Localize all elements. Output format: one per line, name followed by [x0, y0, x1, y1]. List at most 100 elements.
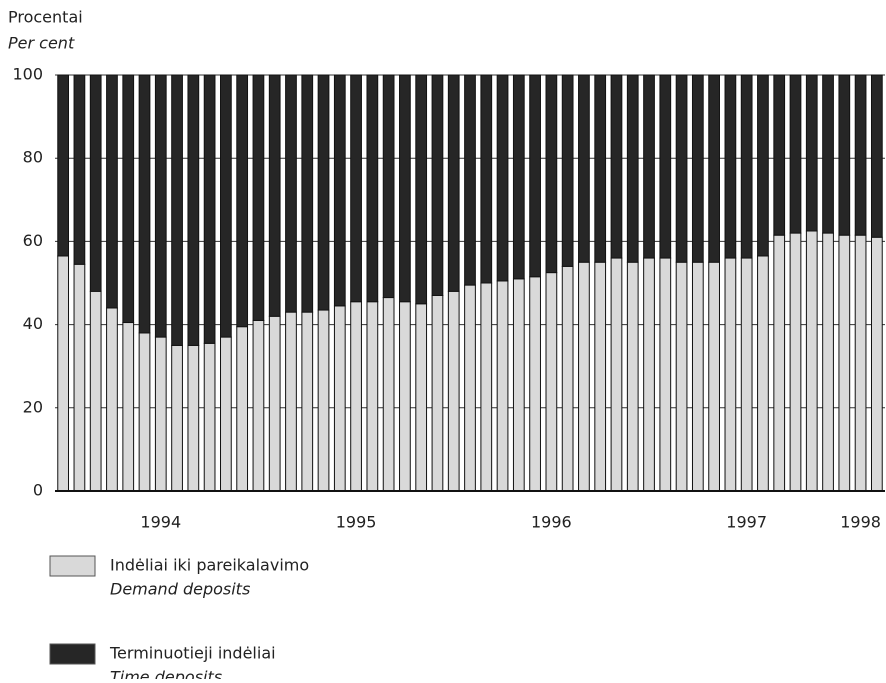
bar-segment [594, 261, 607, 492]
bar-segment [496, 280, 509, 492]
bar-segment [773, 234, 786, 492]
bar-segment [789, 232, 802, 492]
y-axis-label: Procentai [8, 8, 83, 27]
bar-segment [399, 301, 411, 492]
bar-segment [431, 294, 444, 492]
bar-segment [301, 311, 314, 492]
bar-segment [106, 74, 118, 309]
bar-segment [854, 74, 867, 236]
bar-segment [464, 284, 476, 492]
bar-segment [57, 255, 70, 492]
bar-segment [854, 234, 867, 492]
bar-segment [122, 74, 135, 324]
bar-segment [399, 74, 411, 303]
bar-segment [285, 311, 297, 492]
bar-segment [203, 342, 216, 492]
bar-segment [740, 74, 753, 259]
bar-segment [757, 74, 769, 257]
bar-segment [578, 261, 590, 492]
legend-label: Terminuotieji indėliai [109, 644, 276, 663]
bar-segment [106, 307, 118, 492]
bar-segment [757, 255, 769, 492]
bar-segment [773, 74, 786, 236]
bar-segment [154, 336, 167, 492]
bar-segment [187, 344, 200, 492]
bar-segment [333, 74, 346, 307]
bar-segment [610, 257, 623, 492]
bar-segment [382, 74, 395, 299]
bar-segment [187, 74, 200, 346]
bar-segment [512, 74, 525, 280]
bar-segment [171, 344, 183, 492]
bar-segment [366, 301, 379, 492]
y-tick-label: 60 [23, 231, 43, 250]
y-tick-label: 20 [23, 397, 43, 416]
bar-segment [285, 74, 297, 313]
bar-segment [805, 230, 818, 492]
bar-segment [789, 74, 802, 234]
bar-segment [691, 261, 704, 492]
bar-segment [740, 257, 753, 492]
bar-segment [626, 74, 639, 263]
x-tick-label: 1995 [336, 513, 377, 532]
bar-segment [415, 74, 428, 305]
bar-segment [464, 74, 476, 286]
bar-segment [138, 74, 151, 334]
bar-segment [659, 74, 672, 259]
bar-segment [594, 74, 607, 263]
bar-segment [643, 74, 655, 259]
y-tick-label: 0 [33, 481, 43, 500]
bar-segment [675, 261, 688, 492]
bar-segment [154, 74, 167, 338]
bar-segment [561, 265, 574, 492]
bar-segment [138, 332, 151, 492]
bar-segment [382, 297, 395, 492]
bar-segment [350, 301, 362, 492]
bar-segment [708, 261, 720, 492]
bar-segment [838, 74, 851, 236]
bar-segment [89, 290, 102, 492]
legend-label: Indėliai iki pareikalavimo [110, 556, 309, 575]
bar-segment [870, 236, 883, 492]
bar-segment [317, 74, 330, 311]
bar-segment [496, 74, 509, 282]
bar-segment [838, 234, 851, 492]
legend-label-en: Demand deposits [110, 580, 250, 599]
bar-segment [822, 232, 834, 492]
bar-segment [73, 263, 86, 492]
bar-segment [89, 74, 102, 292]
bar-segment [268, 74, 281, 317]
bar-segment [691, 74, 704, 263]
bar-segment [333, 305, 346, 492]
bar-segment [203, 74, 216, 344]
bar-segment [317, 309, 330, 492]
bar-segment [545, 272, 558, 492]
bar-segment [643, 257, 655, 492]
bar-segment [268, 315, 281, 492]
bar-segment [708, 74, 720, 263]
bar-segment [578, 74, 590, 263]
bar-segment [870, 74, 883, 238]
bar-segment [724, 74, 737, 259]
legend-swatch [49, 643, 96, 665]
bar-segment [73, 74, 86, 265]
bar-segment [252, 319, 265, 492]
bar-segment [529, 74, 541, 278]
bar-segment [822, 74, 834, 234]
bar-segment [659, 257, 672, 492]
bar-segment [236, 74, 249, 328]
bar-segment [366, 74, 379, 303]
x-tick-label: 1996 [531, 513, 572, 532]
y-tick-label: 100 [12, 65, 43, 84]
bar-segment [171, 74, 183, 346]
bar-segment [415, 303, 428, 492]
bar-segment [724, 257, 737, 492]
bar-segment [431, 74, 444, 296]
bar-segment [480, 74, 493, 284]
x-tick-label: 1998 [840, 513, 881, 532]
bar-segment [545, 74, 558, 274]
bar-segment [220, 336, 232, 492]
y-tick-label: 80 [23, 148, 43, 167]
bar-segment [236, 326, 249, 492]
